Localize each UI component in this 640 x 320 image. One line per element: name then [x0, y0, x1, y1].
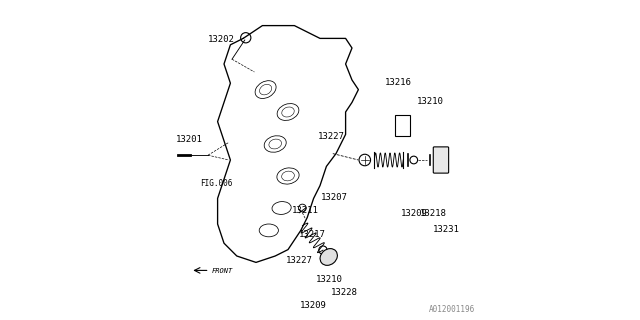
Text: 13209: 13209: [300, 301, 327, 310]
Text: 13216: 13216: [385, 78, 412, 87]
Text: 13209: 13209: [401, 209, 428, 218]
Bar: [396, 115, 410, 136]
Text: 13227: 13227: [318, 132, 344, 141]
Text: 13210: 13210: [316, 275, 343, 284]
Text: 13217: 13217: [299, 230, 325, 239]
FancyBboxPatch shape: [433, 147, 449, 173]
Text: 13207: 13207: [321, 193, 348, 202]
Text: 13227: 13227: [286, 256, 312, 265]
Ellipse shape: [320, 249, 337, 265]
Text: FRONT: FRONT: [212, 268, 233, 274]
Text: A012001196: A012001196: [429, 305, 475, 314]
Text: FIG.006: FIG.006: [200, 179, 232, 188]
Text: 13210: 13210: [417, 97, 444, 106]
Text: 13218: 13218: [420, 209, 447, 218]
Text: 13202: 13202: [207, 35, 234, 44]
Text: 13231: 13231: [433, 225, 460, 234]
Text: 13228: 13228: [331, 288, 357, 297]
Text: 13211: 13211: [292, 206, 319, 215]
Text: 13201: 13201: [175, 135, 202, 144]
